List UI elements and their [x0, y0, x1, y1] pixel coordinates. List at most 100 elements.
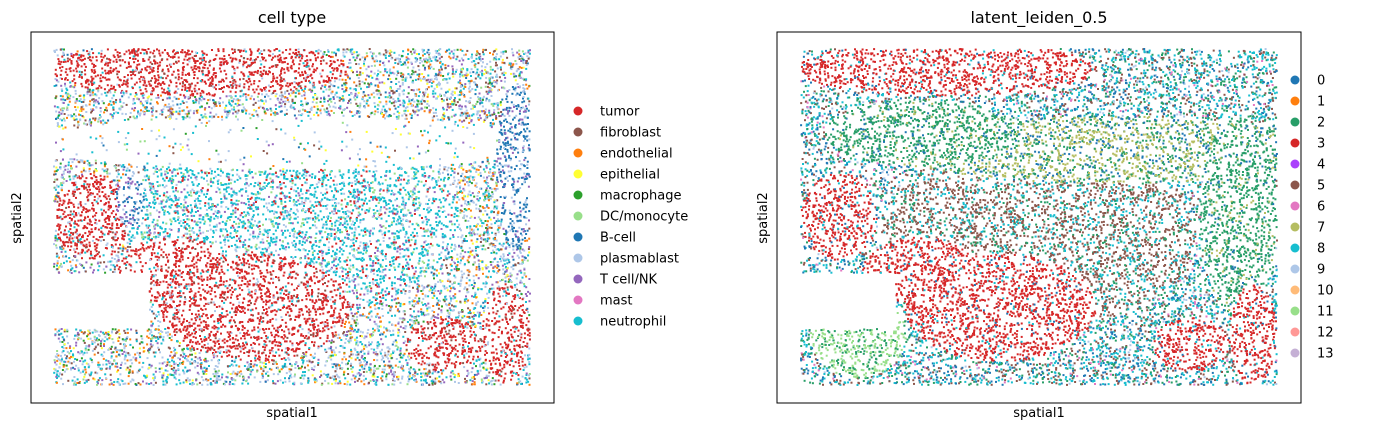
cell-point [202, 288, 205, 291]
cell-point [388, 210, 391, 213]
cell-point [259, 59, 262, 62]
cell-point [144, 179, 147, 182]
cell-point [210, 185, 213, 188]
cell-point [486, 205, 489, 208]
cell-point [392, 329, 395, 332]
cell-point [486, 160, 489, 163]
cell-point [365, 345, 368, 348]
cell-point [127, 96, 130, 99]
cell-point [395, 258, 398, 261]
cell-point [280, 358, 283, 360]
cell-point [412, 236, 415, 238]
cell-point [261, 361, 264, 364]
cell-point [174, 352, 177, 355]
cell-point [169, 281, 172, 284]
cell-point [360, 191, 363, 194]
cell-point [369, 379, 372, 382]
cell-point [510, 378, 513, 381]
cell-point [514, 361, 517, 364]
cell-point [175, 81, 178, 84]
cell-point [229, 232, 232, 235]
cell-point [225, 220, 228, 222]
cell-point [220, 355, 223, 358]
cell-point [73, 188, 76, 191]
cell-point [135, 53, 138, 56]
cell-point [110, 260, 113, 263]
cell-point [375, 55, 378, 58]
cell-point [117, 381, 120, 384]
cell-point [279, 344, 282, 347]
cell-point [317, 219, 320, 222]
cell-point [203, 297, 206, 300]
cell-point [253, 98, 255, 101]
cell-point [287, 349, 289, 351]
cell-point [131, 227, 134, 230]
cell-point [414, 105, 417, 108]
cell-point [114, 365, 117, 368]
cell-point [352, 88, 355, 91]
cell-point [400, 178, 403, 181]
cell-point [148, 383, 151, 385]
cell-point [450, 256, 453, 258]
cell-point [74, 181, 77, 184]
cell-point [391, 324, 394, 326]
cell-point [283, 297, 286, 300]
cell-point [346, 301, 349, 304]
cell-point [240, 201, 243, 204]
cell-point [301, 218, 304, 221]
cell-point [260, 295, 263, 297]
cell-point [435, 181, 438, 184]
cell-point [92, 269, 95, 272]
cell-point [352, 56, 355, 59]
cell-point [480, 86, 483, 89]
cell-point [198, 100, 200, 103]
cell-point [111, 328, 114, 331]
cell-point [329, 220, 332, 222]
cell-point [513, 203, 516, 206]
cell-point [368, 115, 371, 118]
cell-point [128, 169, 131, 172]
cell-point [270, 180, 273, 183]
cell-point [286, 216, 289, 219]
cell-point [334, 187, 337, 190]
cell-point [460, 179, 463, 182]
cell-point [525, 199, 528, 202]
cell-point [189, 211, 192, 214]
cell-point [257, 206, 259, 209]
cell-point [61, 138, 64, 141]
cell-point [272, 112, 275, 115]
cell-point [335, 378, 337, 381]
cell-point [104, 221, 107, 223]
cell-point [364, 197, 367, 200]
cell-point [89, 188, 91, 191]
cell-point [427, 295, 430, 298]
cell-point [261, 320, 264, 323]
cell-point [284, 185, 287, 188]
cell-point [225, 190, 228, 193]
cell-point [381, 253, 384, 256]
cell-point [497, 270, 500, 273]
cell-point [271, 85, 274, 88]
cell-point [498, 131, 501, 134]
cell-point [314, 224, 316, 227]
cell-point [235, 344, 238, 347]
cell-point [53, 367, 56, 370]
cell-point [180, 77, 183, 80]
cell-point [84, 359, 87, 362]
cell-point [390, 264, 393, 267]
cell-point [317, 181, 320, 184]
cell-point [335, 265, 338, 267]
cell-point [168, 228, 171, 231]
cell-point [298, 235, 301, 237]
cell-point [508, 63, 511, 66]
cell-point [401, 356, 404, 359]
cell-point [404, 63, 407, 66]
cell-point [257, 69, 259, 72]
cell-point [151, 70, 154, 73]
cell-point [339, 246, 341, 249]
cell-point [427, 322, 430, 325]
cell-point [382, 53, 385, 56]
cell-point [308, 174, 311, 177]
cell-point [219, 216, 222, 219]
cell-point [494, 362, 497, 365]
